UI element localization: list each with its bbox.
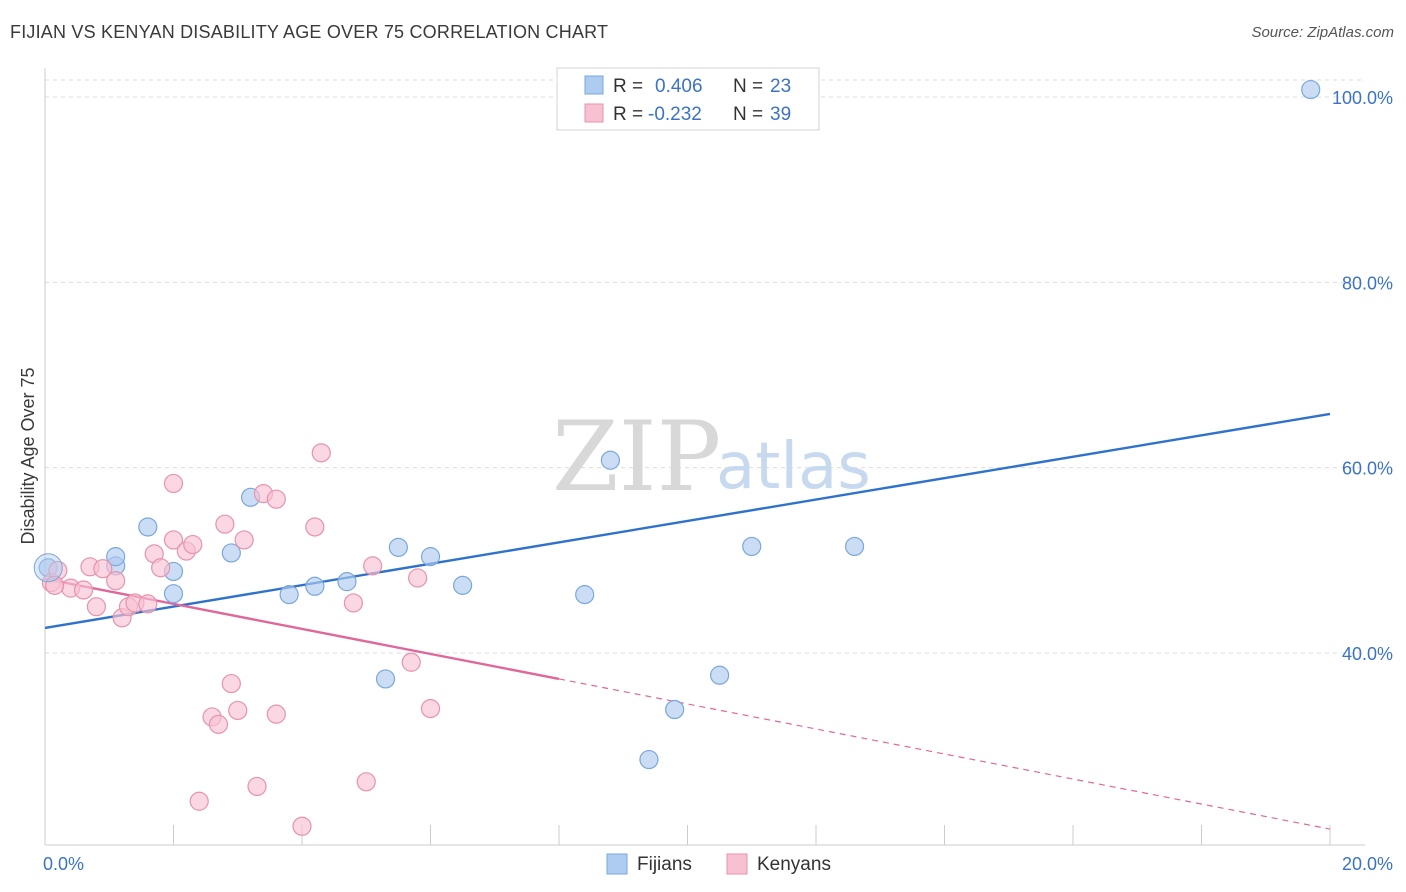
point-kenyans [292, 816, 312, 836]
trend-line-fijians [44, 412, 1331, 630]
point-kenyans [311, 443, 331, 463]
point-kenyans [247, 776, 267, 797]
legend-n-value-kenyans: 39 [770, 104, 791, 125]
x-tick-labels: 0.0% 20.0% [43, 854, 1393, 874]
point-kenyans [86, 597, 107, 617]
point-kenyans [73, 580, 94, 600]
legend-swatch-kenyans [584, 103, 604, 123]
x-tick-label-max: 20.0% [1342, 854, 1393, 874]
y-tick-label: 80.0% [1342, 273, 1393, 293]
point-kenyans [106, 571, 126, 591]
source-label: Source: ZipAtlas.com [1251, 24, 1394, 41]
series-kenyans [41, 443, 441, 836]
legend-box: R = 0.406 N = 23 R = -0.232 N = 39 [556, 67, 820, 131]
point-fijians [138, 517, 158, 537]
y-axis-label: Disability Age Over 75 [18, 367, 38, 544]
point-kenyans [163, 530, 184, 550]
point-fijians [375, 669, 396, 689]
data-points [33, 79, 1321, 836]
legend-n-label-kenyans: N = [733, 104, 763, 125]
point-kenyans [401, 652, 421, 672]
point-kenyans [420, 698, 441, 719]
point-kenyans [151, 558, 171, 578]
watermark-atlas: atlas [716, 430, 871, 504]
legend-r-value-fijians: 0.406 [655, 76, 703, 97]
legend-r-label-fijians: R = [613, 76, 643, 97]
point-kenyans [408, 568, 428, 588]
point-kenyans [138, 594, 158, 614]
legend-n-label-fijians: N = [733, 76, 763, 97]
point-fijians [600, 450, 621, 470]
point-fijians [639, 749, 659, 770]
point-kenyans [266, 704, 286, 724]
point-fijians [1301, 79, 1321, 100]
point-kenyans [228, 700, 248, 721]
y-tick-label: 60.0% [1342, 459, 1393, 479]
point-fijians-large [33, 553, 63, 583]
point-fijians [388, 537, 408, 557]
point-fijians [221, 543, 241, 563]
point-fijians [710, 665, 730, 685]
point-kenyans [208, 714, 229, 734]
bottom-legend-swatch-fijians [606, 853, 628, 875]
watermark-zip: ZIP [552, 401, 721, 513]
point-kenyans [221, 673, 241, 694]
point-kenyans [45, 575, 65, 595]
point-fijians [337, 572, 357, 592]
y-tick-label: 40.0% [1342, 644, 1393, 664]
point-kenyans [189, 791, 209, 811]
point-kenyans [356, 772, 376, 792]
point-fijians [106, 547, 126, 567]
grid-lines [45, 79, 1365, 654]
point-fijians [163, 584, 184, 604]
bottom-legend-label-kenyans: Kenyans [757, 854, 831, 875]
trend-line-dashed-kenyans [558, 678, 1331, 830]
point-fijians [575, 585, 595, 605]
legend-n-value-fijians: 23 [770, 76, 791, 97]
point-kenyans [266, 489, 286, 509]
point-kenyans [343, 593, 363, 613]
point-fijians [742, 536, 762, 557]
point-kenyans [93, 559, 113, 579]
point-kenyans [363, 556, 383, 576]
point-fijians [665, 699, 685, 720]
point-fijians [305, 576, 325, 596]
x-tick-label-min: 0.0% [43, 854, 84, 874]
point-fijians [279, 585, 299, 605]
legend-r-label-kenyans: R = [613, 104, 643, 125]
point-fijians [844, 536, 865, 557]
y-tick-labels: 40.0% 60.0% 80.0% 100.0% [1332, 88, 1393, 664]
point-fijians [453, 575, 473, 595]
chart-title: FIJIAN VS KENYAN DISABILITY AGE OVER 75 … [10, 22, 609, 42]
y-tick-label: 100.0% [1332, 88, 1393, 108]
bottom-legend: Fijians Kenyans [606, 853, 831, 875]
axes [44, 68, 1365, 846]
point-kenyans [183, 534, 203, 555]
trend-line-kenyans [44, 577, 560, 681]
point-kenyans [215, 514, 235, 534]
point-kenyans [305, 517, 325, 537]
watermark: ZIP atlas [552, 401, 871, 513]
point-kenyans [163, 473, 184, 494]
point-fijians [420, 547, 441, 567]
bottom-legend-swatch-kenyans [726, 853, 748, 875]
legend-swatch-fijians [584, 75, 604, 95]
bottom-legend-label-fijians: Fijians [637, 854, 692, 875]
point-kenyans [234, 530, 254, 550]
legend-r-value-kenyans: -0.232 [648, 104, 702, 125]
